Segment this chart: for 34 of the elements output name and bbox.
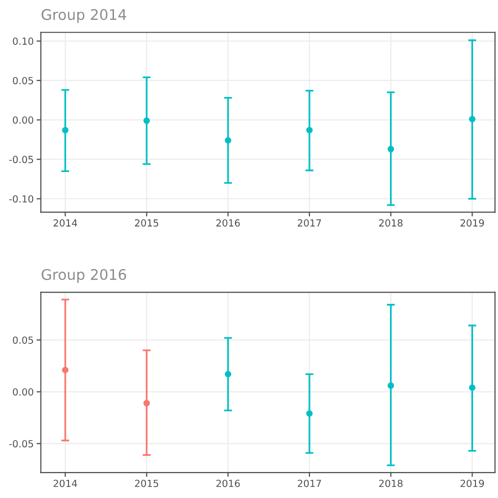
x-tick-label: 2014 <box>54 219 78 227</box>
point <box>224 370 232 378</box>
y-tick-label: 0.05 <box>12 76 34 84</box>
point <box>388 146 394 152</box>
y-tick-label: -0.10 <box>9 195 34 203</box>
point <box>62 126 68 134</box>
point <box>469 116 476 122</box>
x-tick-label: 2018 <box>379 480 403 488</box>
y-tick-label: 0.00 <box>12 116 34 124</box>
chart-title: Group 2016 <box>42 269 126 283</box>
x-tick-label: 2017 <box>298 219 321 227</box>
x-tick-label: 2019 <box>460 219 484 227</box>
point <box>306 410 313 417</box>
point <box>62 366 68 374</box>
point <box>143 117 150 124</box>
x-tick-label: 2014 <box>54 480 78 488</box>
point <box>469 384 476 391</box>
y-tick-label: 0.05 <box>12 336 34 344</box>
x-tick-label: 2019 <box>460 480 484 488</box>
x-tick-label: 2015 <box>134 219 158 227</box>
chart-title: Group 2014 <box>42 9 126 23</box>
x-tick-label: 2016 <box>216 480 240 488</box>
point <box>143 400 150 406</box>
y-tick-label: -0.05 <box>9 440 34 448</box>
y-tick-label: 0.10 <box>12 38 34 45</box>
x-tick-label: 2018 <box>379 219 403 227</box>
y-tick-label: 0.00 <box>12 388 34 396</box>
x-tick-label: 2016 <box>216 219 240 227</box>
point <box>224 137 232 144</box>
x-tick-label: 2015 <box>134 480 158 488</box>
y-tick-label: -0.05 <box>9 156 34 164</box>
point <box>306 126 313 134</box>
point <box>388 382 394 389</box>
x-tick-label: 2017 <box>298 480 321 488</box>
